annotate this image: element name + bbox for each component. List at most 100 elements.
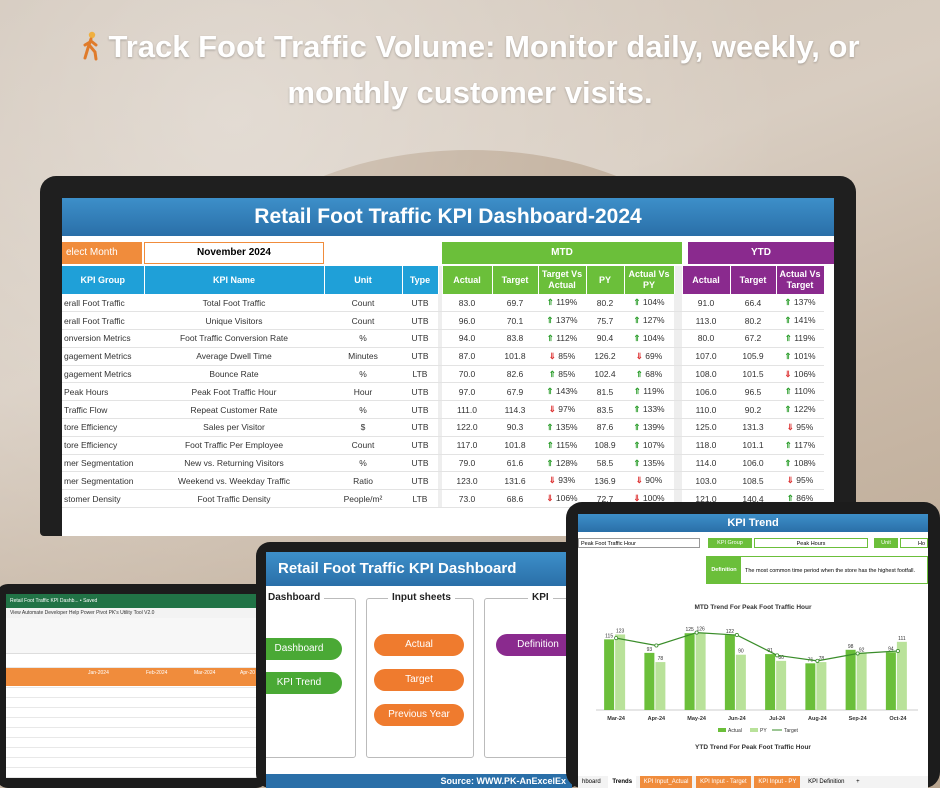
mtd-actual-vs-py-cell: ⇑ 133% <box>624 400 674 420</box>
excel-title-bar: Retail Foot Traffic KPI Dashb... • Saved <box>6 594 258 608</box>
person-walking-icon <box>83 31 98 61</box>
kpi-name-cell: Average Dwell Time <box>144 347 324 366</box>
col-gap <box>674 266 683 294</box>
target-button[interactable]: Target <box>374 669 464 691</box>
trend-title: KPI Trend <box>578 514 928 532</box>
percent-value: 86% <box>796 493 814 504</box>
ytd-actual-cell: 118.0 <box>682 436 730 455</box>
mtd-actual-vs-py-cell: ⇑ 68% <box>624 365 674 384</box>
excel-menu[interactable]: View Automate Developer Help Power Pivot… <box>6 608 258 618</box>
kpi-name-cell: Repeat Customer Rate <box>144 400 324 420</box>
percent-value: 85% <box>558 368 576 379</box>
definition-button[interactable]: Definition <box>496 634 572 656</box>
definition-label: Definition <box>707 557 741 583</box>
gap-cell <box>438 329 442 348</box>
sheet-tab[interactable]: KPI Definition <box>808 779 845 785</box>
mtd-actual-cell: 97.0 <box>442 382 492 402</box>
type-cell: UTB <box>402 454 438 473</box>
mtd-target-cell: 83.8 <box>492 329 538 348</box>
ytd-actual-cell: 110.0 <box>682 400 730 420</box>
table-row: gagement Metrics Average Dwell Time Minute… <box>62 347 824 366</box>
unit-cell: People/m² <box>324 489 402 509</box>
percent-value: 95% <box>796 475 814 486</box>
table-row: mer Segmentation Weekend vs. Weekday Traf… <box>62 471 824 491</box>
previous-year-button[interactable]: Previous Year <box>374 704 464 726</box>
ytd-target-cell: 108.5 <box>730 471 776 491</box>
percent-value: 107% <box>642 439 665 450</box>
col-ytd-actual-vs-target: Actual Vs Target <box>776 266 825 294</box>
table-row: onversion Metrics Foot Traffic Conversion… <box>62 329 824 348</box>
gap-cell <box>438 454 442 473</box>
sheet-tab[interactable]: hboard <box>582 779 601 785</box>
kpi-group-cell: gagement Metrics <box>62 365 144 384</box>
excel-month: Apr-20 <box>240 670 256 676</box>
mtd-py-cell: 136.9 <box>586 471 624 491</box>
definition-text: The most common time period when the sto… <box>745 568 915 574</box>
sheet-tab-trends[interactable]: Trends <box>608 776 637 788</box>
mtd-py-cell: 102.4 <box>586 365 624 384</box>
mtd-py-cell: 126.2 <box>586 347 624 366</box>
percent-value: 135% <box>555 421 578 432</box>
kpi-trend-button[interactable]: KPI Trend <box>266 672 342 694</box>
mtd-target-vs-actual-cell: ⇑ 137% <box>538 311 586 331</box>
col-unit: Unit <box>324 266 403 294</box>
percent-value: 69% <box>645 350 663 361</box>
month-dropdown[interactable]: November 2024 <box>144 242 324 264</box>
py-bar <box>615 634 626 710</box>
gap-cell <box>438 471 442 491</box>
ytd-actual-vs-target-cell: ⇑ 119% <box>776 329 824 348</box>
percent-value: 115% <box>556 439 578 450</box>
kpi-group-cell: tore Efficiency <box>62 418 144 437</box>
ytd-target-cell: 106.0 <box>730 454 776 473</box>
excel-screen: Retail Foot Traffic KPI Dashb... • Saved… <box>6 594 258 778</box>
percent-value: 135% <box>642 457 665 468</box>
ytd-target-cell: 90.2 <box>730 400 776 420</box>
mtd-target-vs-actual-cell: ⇓ 97% <box>538 400 586 420</box>
unit-cell: Ratio <box>324 471 402 491</box>
ytd-actual-cell: 106.0 <box>682 382 730 402</box>
kpi-group-cell: stomer Density <box>62 489 144 509</box>
percent-value: 95% <box>796 421 814 432</box>
ytd-actual-vs-target-cell: ⇓ 106% <box>776 365 824 384</box>
actual-button[interactable]: Actual <box>374 634 464 656</box>
kpi-name-cell: Foot Traffic Conversion Rate <box>144 329 324 348</box>
mtd-target-cell: 131.6 <box>492 471 538 491</box>
dashboard-button[interactable]: Dashboard <box>266 638 342 660</box>
arrow-up-icon: ⇑ <box>784 386 795 397</box>
kpi-name-cell: Weekend vs. Weekday Traffic <box>144 471 324 491</box>
gap-cell <box>674 329 682 348</box>
mtd-target-vs-actual-cell: ⇑ 135% <box>538 418 586 437</box>
percent-value: 137% <box>555 315 578 326</box>
mtd-target-vs-actual-cell: ⇑ 128% <box>538 454 586 473</box>
kpi-name-cell: Foot Traffic Per Employee <box>144 436 324 455</box>
kpi-group-cell: mer Segmentation <box>62 471 144 491</box>
ytd-actual-vs-target-cell: ⇑ 101% <box>776 347 824 366</box>
mtd-actual-vs-py-cell: ⇑ 104% <box>624 329 674 348</box>
ytd-actual-vs-target-cell: ⇑ 122% <box>776 400 824 420</box>
percent-value: 128% <box>555 457 578 468</box>
mtd-target-cell: 82.6 <box>492 365 538 384</box>
mtd-target-vs-actual-cell: ⇑ 143% <box>538 382 586 402</box>
gap-cell <box>438 311 442 331</box>
sheet-tab[interactable]: KPI Input - PY <box>754 776 801 788</box>
add-sheet-button[interactable]: + <box>856 779 860 785</box>
unit-cell: Count <box>324 311 402 331</box>
arrow-up-icon: ⇑ <box>635 368 646 379</box>
gap-cell <box>674 294 682 313</box>
sheet-tab[interactable]: KPI Input - Target <box>696 776 751 788</box>
kpi-dropdown[interactable]: Peak Foot Traffic Hour <box>578 538 700 548</box>
target-point <box>855 651 860 656</box>
mtd-actual-vs-py-cell: ⇑ 104% <box>624 294 674 313</box>
mtd-py-cell: 83.5 <box>586 400 624 420</box>
ytd-target-cell: 131.3 <box>730 418 776 437</box>
mtd-target-cell: 114.3 <box>492 400 538 420</box>
col-type: Type <box>402 266 439 294</box>
arrow-up-icon: ⇑ <box>633 421 643 432</box>
percent-value: 106% <box>555 493 578 504</box>
kpi-group-cell: Peak Hours <box>62 382 144 402</box>
sheet-tab[interactable]: KPI Input_Actual <box>639 776 693 788</box>
percent-value: 141% <box>793 315 816 326</box>
percent-value: 104% <box>642 297 665 308</box>
gap-cell <box>674 454 682 473</box>
percent-value: 122% <box>793 404 816 415</box>
